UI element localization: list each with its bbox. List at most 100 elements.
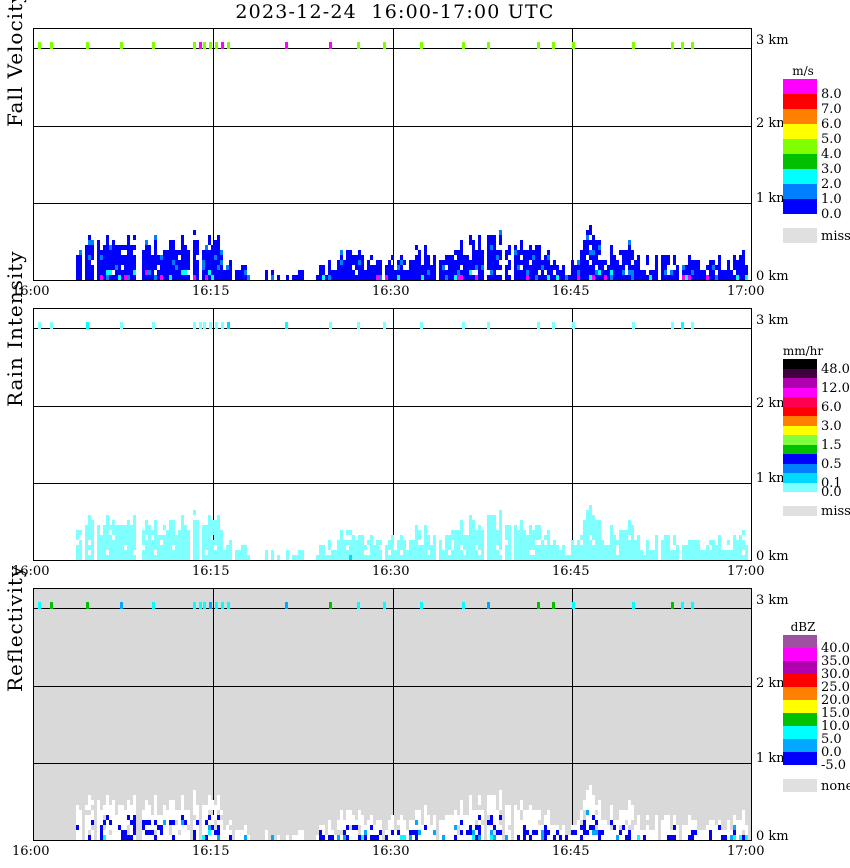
data-cell [115,260,118,265]
data-cell [271,275,274,280]
data-cell [88,275,91,280]
data-cell [463,815,466,820]
data-cell [520,820,523,825]
data-cell [181,810,184,815]
data-cell [535,820,538,825]
data-cell [742,820,745,825]
data-cell [298,550,301,555]
data-cell [664,265,667,270]
data-cell [91,245,94,250]
data-cell [145,265,148,270]
data-cell [85,815,88,820]
data-cell [133,535,136,540]
data-cell [532,270,535,275]
data-cell [208,265,211,270]
data-cell [595,530,598,535]
data-cell [346,275,349,280]
data-cell [442,835,445,840]
data-cell [457,250,460,255]
data-cell [682,835,685,840]
data-cell [277,835,280,840]
data-cell [499,265,502,270]
data-cell [367,835,370,840]
data-cell [88,825,91,830]
data-cell [109,555,112,560]
data-cell [514,270,517,275]
data-cell [631,250,634,255]
data-cell [103,260,106,265]
data-cell [535,525,538,530]
data-cell [181,825,184,830]
data-cell [448,825,451,830]
data-cell [91,250,94,255]
data-cell [499,240,502,245]
data-cell [598,270,601,275]
data-cell [124,530,127,535]
data-cell [487,810,490,815]
data-cell [496,530,499,535]
data-cell [619,540,622,545]
data-cell [400,555,403,560]
data-cell [709,550,712,555]
data-cell [595,545,598,550]
data-cell [739,820,742,825]
data-cell [478,825,481,830]
data-cell [604,825,607,830]
data-cell [565,275,568,280]
data-cell [400,265,403,270]
data-cell [109,540,112,545]
data-cell [712,545,715,550]
gridline-15min [213,589,214,840]
data-cell [655,545,658,550]
data-cell [391,540,394,545]
data-cell [448,265,451,270]
data-cell [151,545,154,550]
data-cell [523,275,526,280]
data-cell [118,250,121,255]
data-cell [712,260,715,265]
data-cell [589,525,592,530]
data-cell [622,530,625,535]
data-cell [184,250,187,255]
data-cell [388,830,391,835]
data-cell [520,270,523,275]
data-cell [241,550,244,555]
data-cell [496,540,499,545]
data-cell [691,820,694,825]
data-cell [664,835,667,840]
data-cell [166,820,169,825]
data-cell [562,555,565,560]
data-cell [121,550,124,555]
data-cell [616,265,619,270]
data-cell [202,255,205,260]
data-cell [271,835,274,840]
data-cell [316,835,319,840]
data-cell [478,820,481,825]
data-cell [601,265,604,270]
gridline-45min [572,29,573,280]
data-cell [730,555,733,560]
data-cell [433,830,436,835]
data-cell [553,835,556,840]
data-cell [214,835,217,840]
data-cell [565,835,568,840]
data-cell [610,555,613,560]
data-cell [424,820,427,825]
data-cell [589,250,592,255]
data-cell [373,825,376,830]
data-cell [106,515,109,520]
data-cell [184,815,187,820]
data-cell [592,260,595,265]
data-cell [532,820,535,825]
data-cell [214,265,217,270]
data-cell [322,835,325,840]
data-cell [481,270,484,275]
data-cell [580,260,583,265]
data-cell [691,555,694,560]
data-cell [109,260,112,265]
data-cell [469,815,472,820]
data-cell [685,550,688,555]
data-cell [181,245,184,250]
data-cell [682,275,685,280]
data-cell [613,555,616,560]
